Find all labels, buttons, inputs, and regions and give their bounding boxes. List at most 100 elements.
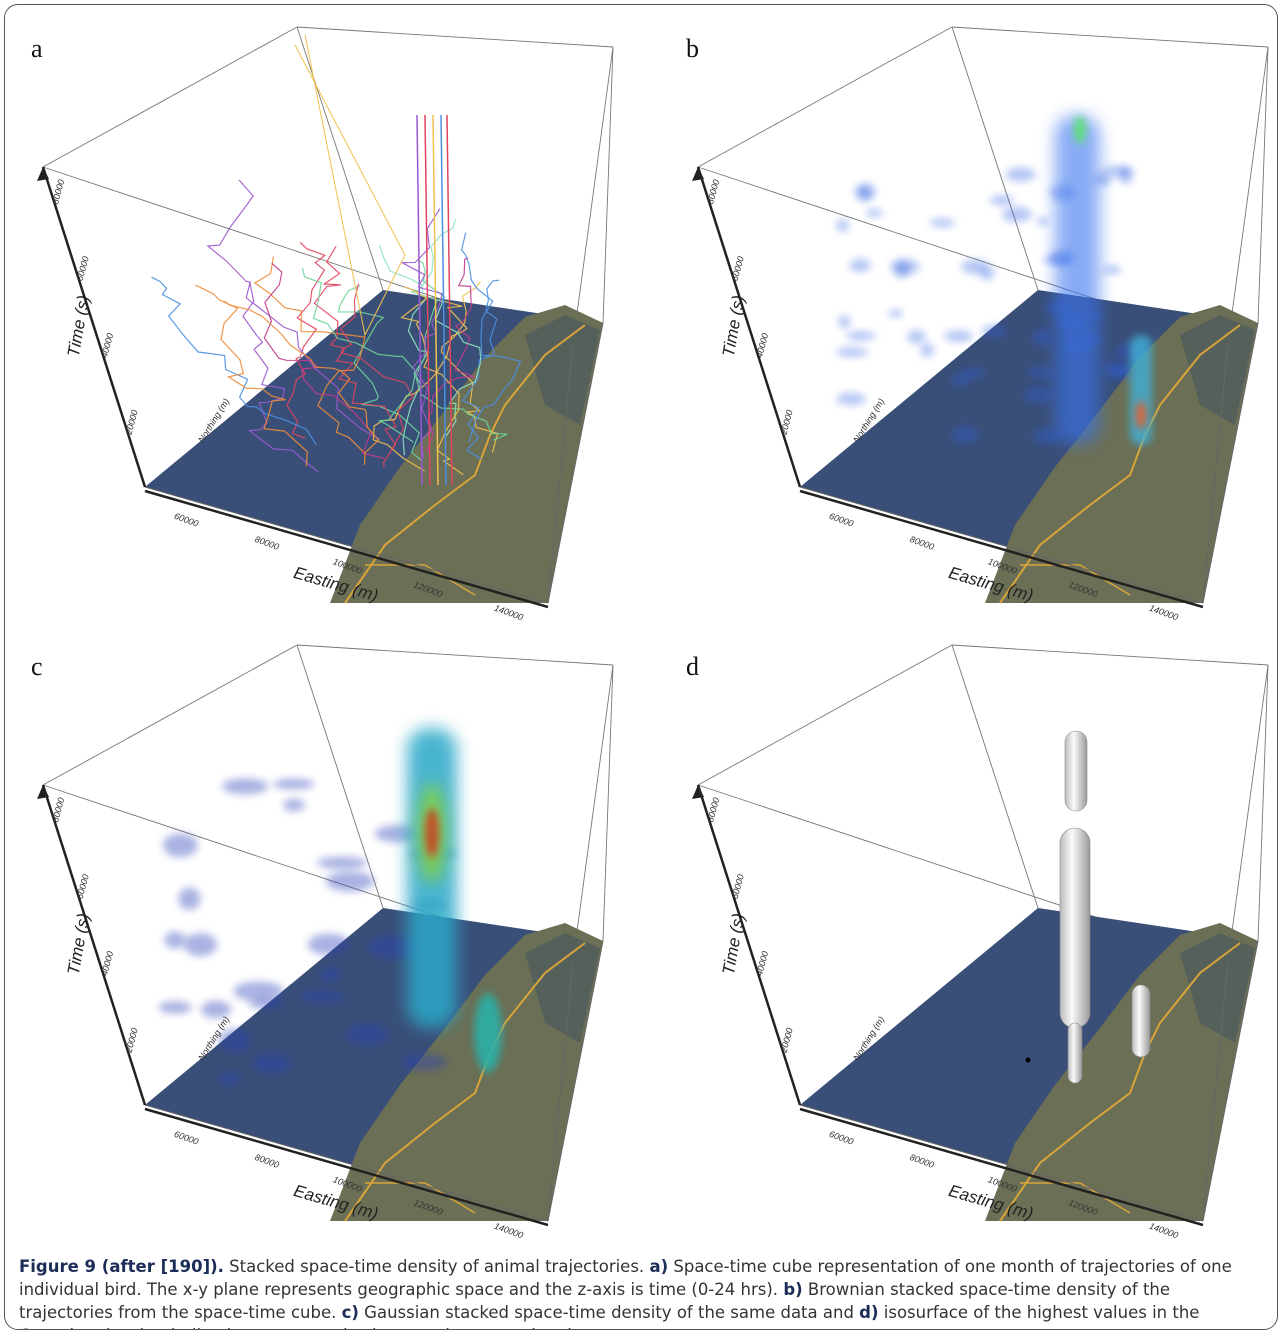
density-blob	[158, 1001, 192, 1014]
cube-edge	[547, 342, 574, 604]
density-core	[425, 808, 439, 858]
isosurface	[1131, 984, 1151, 1058]
panel-label: b	[686, 34, 699, 63]
trajectory	[151, 276, 317, 446]
density-blob	[218, 1072, 242, 1086]
x-tick-label: 80000	[908, 534, 935, 552]
density-blob	[1026, 366, 1056, 379]
isosurface	[1067, 1022, 1083, 1084]
density-core	[1074, 116, 1086, 144]
land	[985, 305, 1258, 603]
panel-label: d	[686, 652, 699, 681]
cube-edge	[1257, 46, 1269, 324]
x-tick-label: 60000	[828, 1129, 855, 1147]
cube-edge	[42, 644, 298, 786]
z-tick-label: 20000	[123, 1027, 139, 1055]
cube-edge	[547, 322, 604, 604]
cube-edge	[547, 940, 604, 1222]
trajectory	[301, 267, 417, 443]
time-axis	[696, 166, 802, 488]
road	[344, 324, 586, 604]
density-blob	[920, 343, 935, 358]
density-blob	[944, 330, 973, 342]
density-blob	[836, 347, 869, 358]
z-tick-label: 80000	[50, 178, 66, 205]
trajectory	[286, 241, 327, 439]
easting-axis	[144, 489, 549, 609]
x-tick-label: 140000	[1148, 1221, 1180, 1241]
cube-edge	[296, 644, 384, 909]
density-blob	[1005, 167, 1036, 182]
cube-edge	[296, 644, 614, 666]
isosurface	[1059, 827, 1091, 1029]
caption-run: Figure 9 (after [190]).	[19, 1257, 224, 1276]
cube-edge	[296, 26, 384, 291]
easting-axis	[144, 1107, 549, 1227]
density-blob	[950, 425, 980, 444]
density-blob	[319, 966, 341, 983]
z-tick-label: 40000	[99, 950, 115, 977]
cube-edge	[547, 960, 574, 1222]
land	[330, 305, 603, 603]
caption-run: isosurface of the highest values in the …	[19, 1303, 1200, 1329]
trajectory	[424, 114, 431, 486]
density-blob	[855, 183, 876, 201]
cube-edge	[144, 1104, 549, 1222]
road	[1020, 564, 1131, 596]
trajectory	[206, 179, 381, 440]
z-tick-label: 60000	[75, 255, 91, 282]
cube-edge	[572, 46, 614, 344]
density-blob	[164, 931, 186, 949]
caption-run: d)	[859, 1303, 879, 1322]
density-blob	[929, 218, 955, 228]
x-tick-label: 140000	[493, 1221, 525, 1241]
easting-axis	[799, 1107, 1204, 1227]
density-blob	[346, 1023, 389, 1046]
z-tick-label: 40000	[99, 332, 115, 359]
panel-label: a	[31, 34, 43, 63]
density-blob	[838, 315, 851, 329]
trajectory	[223, 300, 380, 465]
density-blob	[888, 309, 903, 318]
caption-run: Space-time cube representation of one mo…	[19, 1257, 1232, 1299]
trajectory	[446, 114, 453, 486]
density-blob	[1002, 206, 1032, 223]
density-column	[474, 993, 502, 1073]
cube-edge	[602, 664, 614, 942]
time-axis-arrow	[37, 167, 49, 181]
density-blob	[836, 392, 866, 406]
cube-edge	[144, 486, 549, 604]
density-blob	[273, 778, 315, 790]
z-tick-label: 20000	[123, 409, 139, 437]
density-core	[1136, 401, 1146, 429]
trajectory	[294, 34, 406, 337]
caption-run: c)	[341, 1303, 359, 1322]
density-blob	[233, 981, 284, 1002]
density-blob	[845, 331, 876, 341]
density-column	[1055, 115, 1100, 445]
caption: Figure 9 (after [190]). Stacked space-ti…	[19, 1255, 1269, 1329]
trajectory	[335, 283, 398, 468]
trajectory	[461, 279, 500, 460]
density-blob	[200, 1000, 232, 1019]
density-blob	[222, 778, 269, 795]
cube-edge	[42, 26, 298, 168]
land-detail	[525, 315, 600, 425]
caption-run: b)	[783, 1280, 803, 1299]
x-tick-label: 80000	[253, 1152, 280, 1170]
z-tick-label: 20000	[778, 1027, 794, 1055]
road	[999, 324, 1241, 604]
x-tick-label: 60000	[173, 1129, 200, 1147]
z-tick-label: 60000	[730, 873, 746, 900]
road	[365, 1182, 476, 1214]
density-blob	[162, 833, 198, 858]
time-axis-arrow	[692, 785, 704, 799]
trajectory	[432, 114, 439, 486]
density-blob	[178, 887, 201, 911]
density-column	[1130, 335, 1152, 445]
cube-edge	[1257, 664, 1269, 942]
density-blob	[1032, 427, 1063, 445]
